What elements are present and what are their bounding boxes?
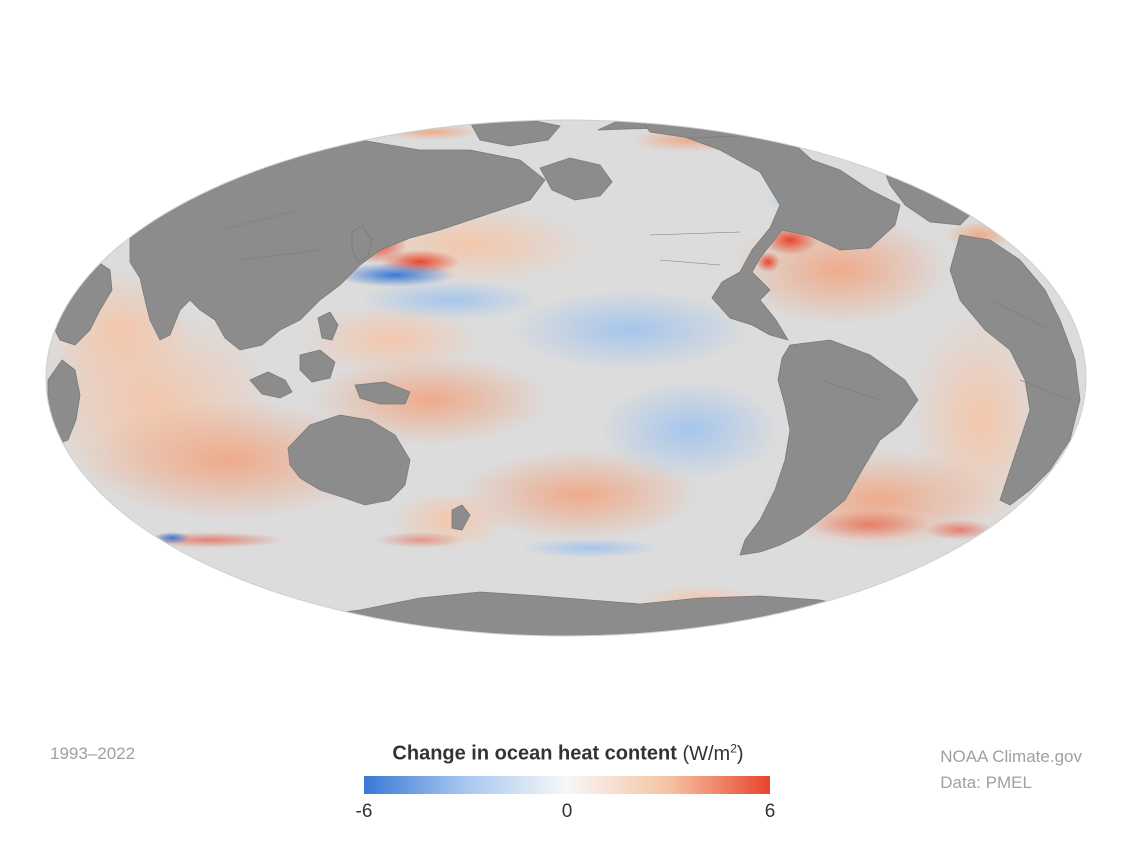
credit-source: NOAA Climate.gov [940, 747, 1082, 766]
asia [129, 139, 546, 351]
globe-outline [45, 119, 1087, 637]
new-guinea [354, 381, 411, 405]
japan [351, 225, 373, 263]
arctic-islands [469, 120, 561, 147]
colorbar [364, 776, 770, 794]
legend-title: Change in ocean heat content (W/m2) [350, 741, 786, 766]
colorbar-mid-label: 0 [561, 801, 573, 822]
north-america [597, 120, 901, 341]
new-zealand [451, 504, 471, 531]
sumatra [249, 371, 293, 399]
alaska [539, 157, 613, 201]
legend-unit: (W/m2) [682, 741, 744, 765]
philippines [317, 311, 339, 341]
colorbar-min-label: -6 [355, 801, 373, 822]
colorbar-max-label: 6 [764, 801, 776, 822]
borneo [299, 349, 336, 383]
south-america [739, 339, 919, 556]
credit-block: NOAA Climate.gov Data: PMEL [940, 744, 1082, 796]
australia [287, 414, 411, 506]
country-borders [219, 209, 1071, 401]
credit-data: Data: PMEL [940, 773, 1032, 792]
legend-title-text: Change in ocean heat content [392, 742, 677, 765]
period-label: 1993–2022 [50, 744, 136, 763]
europe-africa [949, 234, 1081, 506]
colorbar-legend: Change in ocean heat content (W/m2) -6 0… [350, 738, 786, 830]
